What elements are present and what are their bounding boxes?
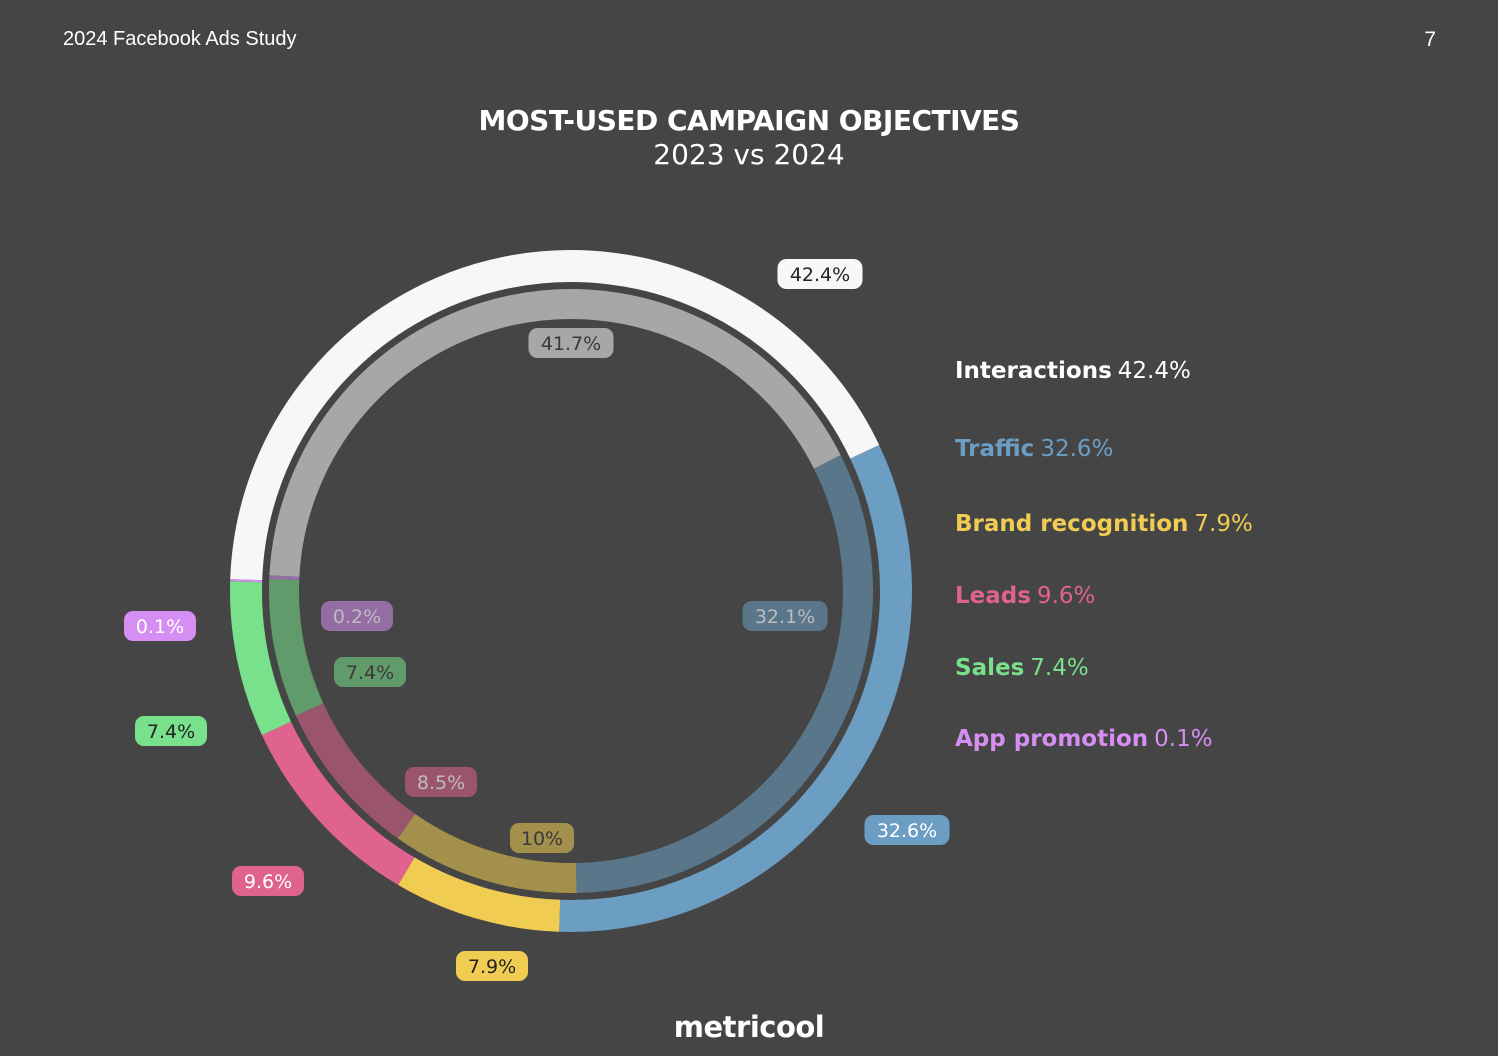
label-text: 7.4% [346,662,394,684]
outer-ring-segment-sales [230,581,292,736]
outer-label-interactions: 42.4% [777,259,863,289]
label-text: 42.4% [790,264,850,286]
legend-item-traffic: Traffic 32.6% [955,436,1113,462]
label-pill [864,815,950,845]
outer-label-sales: 7.4% [135,716,207,746]
outer-ring-segment-brand-recognition [398,857,561,932]
page-number: 7 [1424,28,1436,51]
outer-ring-segment-interactions [230,250,880,581]
inner-ring-segment-leads [295,703,416,839]
legend-value: 42.4% [1117,358,1191,384]
label-text: 9.6% [244,871,292,893]
outer-ring-segment-traffic [559,444,912,932]
legend-item-leads: Leads 9.6% [955,583,1095,609]
legend-item-app-promotion: App promotion 0.1% [955,726,1213,752]
label-text: 10% [521,828,563,850]
chart-title: MOST-USED CAMPAIGN OBJECTIVES [478,104,1020,137]
inner-ring-segment-interactions [269,289,841,577]
inner-label-interactions: 41.7% [528,328,614,358]
legend-value: 7.4% [1030,655,1089,681]
label-pill [124,611,196,641]
label-pill [321,601,393,631]
legend-item-interactions: Interactions 42.4% [955,358,1191,384]
label-pill [510,823,574,853]
outer-label-traffic: 32.6% [864,815,950,845]
label-text: 32.1% [755,606,815,628]
legend-name: Interactions [955,358,1112,384]
legend-item-sales: Sales 7.4% [955,655,1089,681]
inner-label-traffic: 32.1% [742,601,828,631]
legend-name: Leads [955,583,1031,609]
label-pill [528,328,614,358]
legend-value: 9.6% [1036,583,1096,609]
inner-label-app-promotion: 0.2% [321,601,393,631]
inner-ring-segment-brand-recognition [397,813,577,893]
label-text: 0.1% [136,616,184,638]
legend-value: 7.9% [1194,511,1253,537]
label-pill [405,767,477,797]
label-pill [742,601,828,631]
outer-label-leads: 9.6% [232,866,304,896]
label-pill [135,716,207,746]
label-pill [334,657,406,687]
outer-label-app-promotion: 0.1% [124,611,196,641]
label-pill [777,259,863,289]
doc-title: 2024 Facebook Ads Study [63,28,297,50]
legend-name: Traffic [955,436,1035,462]
label-text: 7.9% [468,956,516,978]
outer-ring-segment-leads [261,721,415,885]
legend-name: Sales [955,655,1025,681]
label-text: 0.2% [333,606,381,628]
legend-name: Brand recognition [955,511,1189,537]
label-text: 8.5% [417,772,465,794]
outer-label-brand-recognition: 7.9% [456,951,528,981]
inner-label-sales: 7.4% [334,657,406,687]
label-text: 32.6% [877,820,937,842]
chart-subtitle: 2023 vs 2024 [653,138,845,171]
inner-label-leads: 8.5% [405,767,477,797]
legend-value: 32.6% [1040,436,1114,462]
label-text: 41.7% [541,333,601,355]
legend-name: App promotion [955,726,1149,752]
metricool-logo: metricool [673,1010,825,1044]
legend-value: 0.1% [1154,726,1213,752]
inner-ring-segment-traffic [575,455,873,893]
inner-ring-segment-sales [269,578,324,716]
inner-label-brand-recognition: 10% [510,823,574,853]
label-pill [232,866,304,896]
label-text: 7.4% [147,721,195,743]
legend-item-brand-recognition: Brand recognition 7.9% [955,511,1253,537]
label-pill [456,951,528,981]
